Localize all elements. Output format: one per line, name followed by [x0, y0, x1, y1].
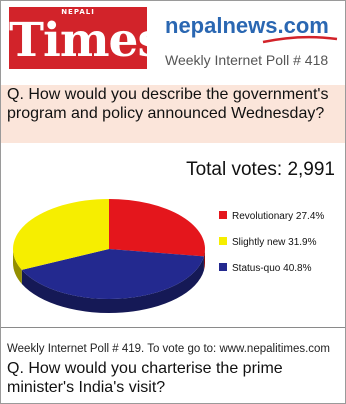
- next-poll-question: Q. How would you charterise the prime mi…: [7, 360, 283, 396]
- poll-title: Weekly Internet Poll # 418: [165, 52, 329, 68]
- total-votes: Total votes: 2,991: [186, 159, 335, 180]
- pie-sides: [13, 249, 205, 313]
- pie-slice-status-quo: [21, 249, 204, 299]
- legend-label-slightly-new: Slightly new 31.9%: [232, 237, 317, 248]
- pie-slice-revolutionary: [109, 199, 205, 257]
- question-box: Q. How would you describe the government…: [1, 85, 345, 143]
- pie-chart: Revolutionary 27.4% Slightly new 31.9% Sta…: [12, 199, 324, 313]
- nepali-times-logo: NEPALI Times: [9, 7, 164, 69]
- legend-label-status-quo: Status-quo 40.8%: [232, 263, 312, 274]
- logo-small-text: NEPALI: [61, 8, 95, 16]
- legend-label-revolutionary: Revolutionary 27.4%: [232, 211, 324, 222]
- pie-side-1: [13, 249, 22, 284]
- legend-swatch-slightly-new: [219, 237, 227, 245]
- logo-background: [9, 7, 147, 69]
- header: NEPALI Times nepalnews.com Weekly Intern…: [1, 1, 345, 81]
- next-poll-info: Weekly Internet Poll # 419. To vote go t…: [7, 343, 331, 355]
- pie-side-2: [21, 256, 204, 313]
- nepalnews-logo: nepalnews.com: [165, 11, 338, 44]
- divider: [1, 327, 345, 328]
- swoosh-icon: [262, 35, 338, 44]
- pie-side-0: [203, 249, 205, 271]
- pie-slice-slightly-new: [12, 199, 110, 270]
- brand-text: nepalnews.com: [165, 13, 329, 38]
- legend-swatch-revolutionary: [219, 211, 227, 219]
- poll-question: Q. How would you describe the government…: [7, 86, 329, 122]
- legend-swatch-status-quo: [219, 263, 227, 271]
- logo-main-text: Times: [9, 13, 164, 68]
